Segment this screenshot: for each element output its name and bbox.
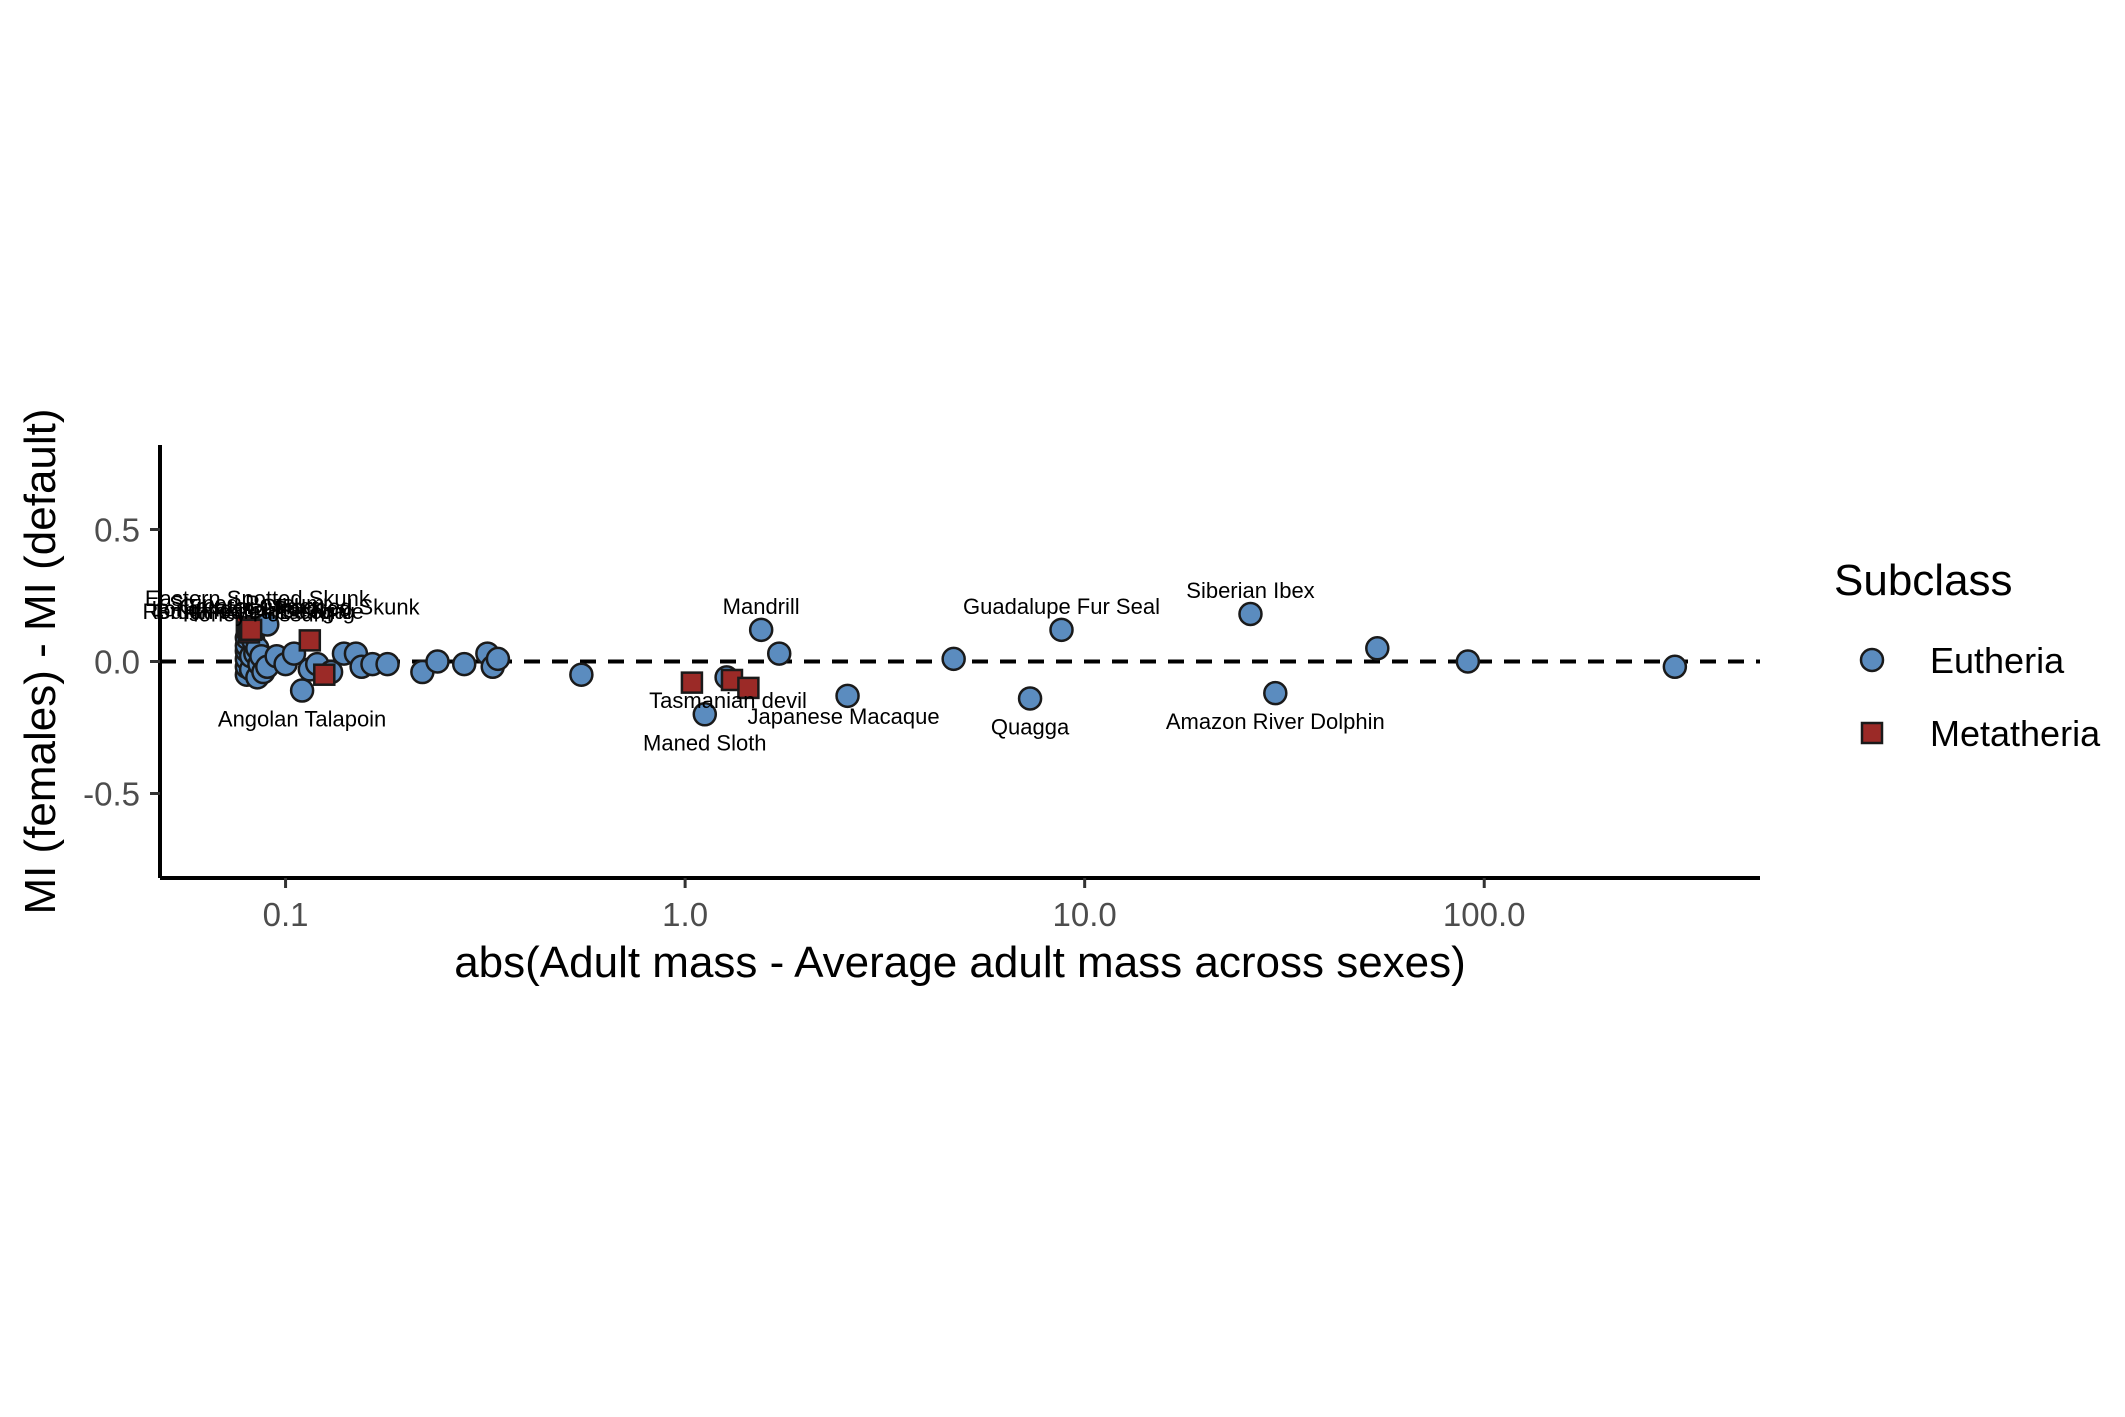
metatheria-point: [239, 618, 263, 642]
eutheria-point: [451, 651, 477, 677]
eutheria-point: [692, 702, 718, 727]
point-annotation: Tasmanian devil: [649, 688, 807, 713]
point-annotation: Honey Possum: [183, 602, 332, 627]
y-tick-label: 0.0: [94, 644, 140, 681]
x-tick-label: 100.0: [1443, 896, 1526, 933]
point-annotation: Greater Glider: [179, 594, 318, 619]
eutheria-point: [766, 641, 792, 666]
eutheria-point: [1662, 654, 1688, 680]
point-annotation: Quagga: [991, 714, 1070, 739]
eutheria-point: [1238, 601, 1263, 627]
eutheria-point: [375, 651, 400, 677]
eutheria-point: [748, 617, 774, 643]
metatheria-point: [298, 629, 322, 652]
legend-key-eutheria: [1859, 647, 1885, 673]
point-annotations: Siberian Ibex Guadalupe Fur Seal Mandrill A…: [143, 578, 1385, 755]
eutheria-point: [835, 683, 860, 709]
point-annotation: Eastern Spotted Skunk: [145, 586, 371, 611]
eutheria-point: [425, 649, 450, 674]
point-annotation: Hooded Skunk: [275, 595, 420, 620]
x-tick-label: 10.0: [1053, 896, 1117, 933]
eutheria-point: [485, 646, 511, 672]
eutheria-point: [1017, 686, 1043, 711]
y-axis-ticks: 0.5 0.0 -0.5: [83, 511, 160, 813]
y-axis-title: MI (females) - MI (default): [16, 408, 65, 914]
point-annotation: Red-tailed Phascogale: [143, 599, 364, 624]
eutheria-point: [1263, 680, 1288, 706]
legend-label: Metatheria: [1930, 713, 2101, 754]
x-tick-label: 0.1: [263, 896, 309, 933]
x-tick-label: 1.0: [662, 896, 708, 933]
eutheria-point: [1455, 649, 1481, 674]
legend-entries: Eutheria Metatheria: [1859, 640, 2101, 754]
point-annotation: Guadalupe Fur Seal: [963, 594, 1160, 619]
metatheria-point: [680, 671, 704, 694]
legend-key-metatheria: [1860, 721, 1884, 745]
y-tick-label: 0.5: [94, 511, 140, 548]
metatheria-point: [313, 663, 336, 686]
plot-panel: Siberian Ibex Guadalupe Fur Seal Mandrill A…: [83, 445, 1760, 933]
metatheria-point: [737, 676, 760, 700]
eutheria-point: [941, 646, 966, 672]
data-points: [234, 601, 1688, 727]
eutheria-point: [1365, 636, 1390, 661]
point-annotation: Angolan Talapoin: [218, 707, 386, 732]
point-annotation: Japanese Macaque: [748, 704, 940, 729]
point-annotation: Brush-tailed Bettong: [156, 599, 355, 624]
point-annotation: Long-nosed Potoroo: [151, 596, 350, 621]
x-axis-title: abs(Adult mass - Average adult mass acro…: [454, 938, 1466, 987]
legend-label: Eutheria: [1930, 640, 2065, 681]
point-annotation: Siberian Ibex: [1186, 578, 1314, 603]
legend: Subclass Eutheria Metatheria: [1834, 556, 2101, 754]
y-tick-label: -0.5: [83, 776, 140, 813]
legend-title: Subclass: [1834, 556, 2013, 605]
eutheria-point: [569, 662, 594, 687]
point-annotation: Striped Possum: [169, 591, 324, 616]
eutheria-point: [1049, 617, 1074, 643]
x-axis-ticks: 0.1 1.0 10.0 100.0: [263, 878, 1526, 933]
eutheria-point: [289, 678, 315, 703]
point-annotation: Maned Sloth: [643, 730, 767, 755]
point-annotation: Mandrill: [723, 594, 800, 619]
point-annotation: Amazon River Dolphin: [1166, 709, 1385, 734]
